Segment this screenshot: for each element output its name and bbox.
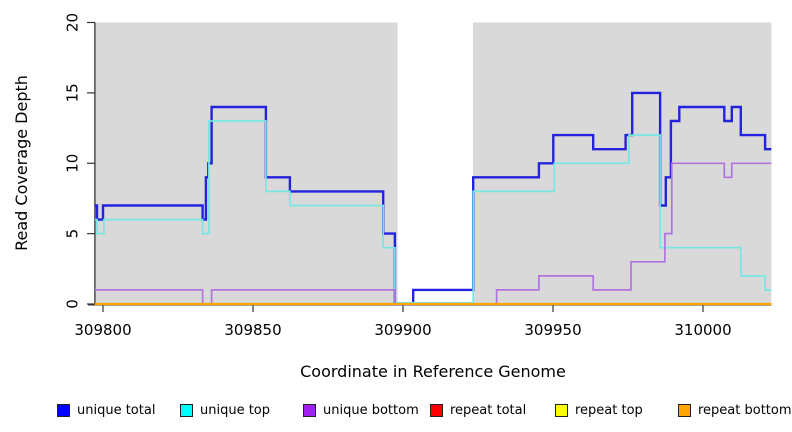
legend-label: repeat total (450, 402, 527, 418)
legend-swatch (678, 403, 691, 417)
x-tick-label: 309850 (224, 321, 281, 339)
legend-item-unique-total: unique total (57, 402, 156, 418)
panel-shaded-region (94, 22, 398, 304)
y-tick-label: 5 (63, 229, 81, 239)
legend-item-unique-top: unique top (180, 402, 271, 418)
x-tick-label: 309900 (374, 321, 431, 339)
series-line-unique-total (94, 91, 772, 306)
series-line-unique-top (94, 120, 772, 304)
legend-swatch (430, 403, 443, 417)
x-tick-label: 309950 (524, 321, 581, 339)
legend-label: repeat bottom (698, 402, 792, 418)
legend-label: unique bottom (323, 402, 419, 418)
legend-swatch (180, 403, 193, 417)
legend-swatch (555, 403, 568, 417)
y-tick-label: 20 (63, 13, 81, 32)
x-tick-label: 310000 (674, 321, 731, 339)
y-axis-title: Read Coverage Depth (12, 75, 31, 251)
y-tick-label: 0 (63, 299, 81, 309)
legend-swatch (303, 403, 316, 417)
legend-item-repeat-top: repeat top (555, 402, 643, 418)
x-axis-title: Coordinate in Reference Genome (300, 362, 566, 381)
legend-swatch (57, 403, 70, 417)
legend-label: unique top (200, 402, 271, 418)
y-tick-label: 10 (63, 154, 81, 173)
y-tick-label: 15 (63, 83, 81, 102)
legend-label: repeat top (575, 402, 643, 418)
chart-legend: unique total unique top unique bottom repea… (0, 398, 792, 428)
legend-item-unique-bottom: unique bottom (303, 402, 419, 418)
legend-item-repeat-total: repeat total (430, 402, 527, 418)
legend-item-repeat-bottom: repeat bottom (678, 402, 792, 418)
x-tick-label: 309800 (74, 321, 131, 339)
series-line-unique-bottom (94, 162, 772, 305)
legend-label: unique total (77, 402, 156, 418)
